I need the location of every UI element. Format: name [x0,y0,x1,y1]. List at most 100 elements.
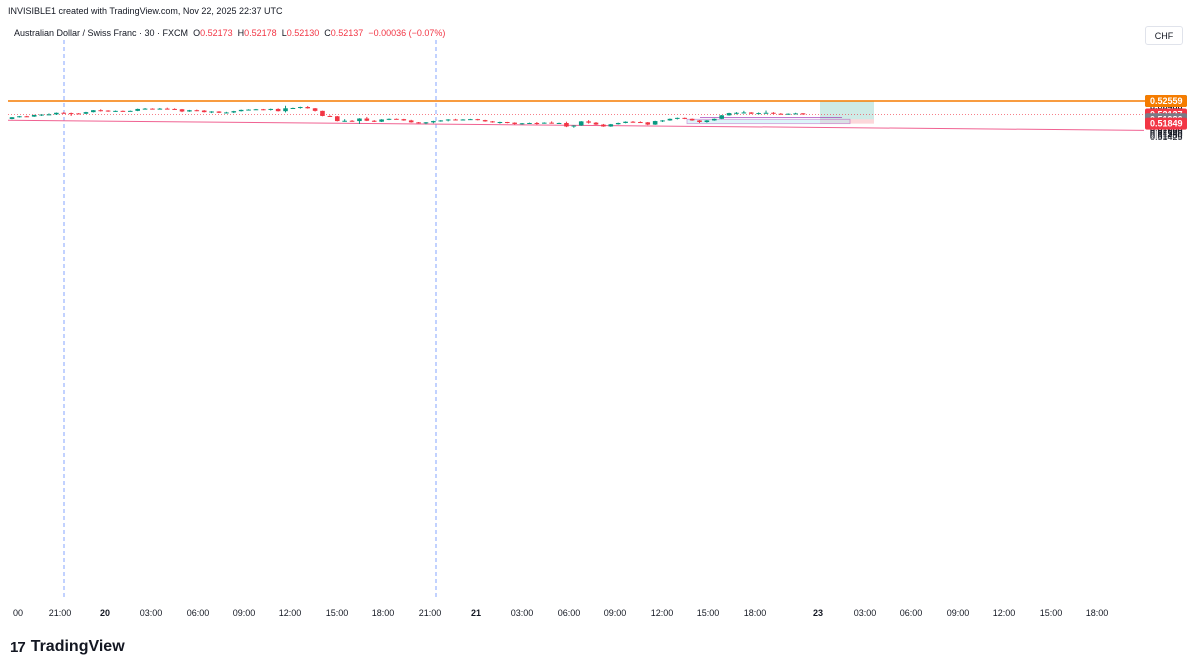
candle-body [601,124,606,127]
candle-body [763,112,769,114]
symbol-legend[interactable]: Australian Dollar / Swiss Franc · 30 · F… [14,28,445,38]
candle-body [719,115,724,119]
candle-body [209,111,214,113]
candle-body [630,121,636,123]
x-axis-tick-label: 15:00 [697,608,720,618]
currency-selector[interactable]: CHF [1145,26,1183,45]
candle-body [334,116,340,122]
candle-body [453,119,458,121]
candle-body [76,113,81,115]
open-label: O [193,28,201,38]
candle-body [468,119,473,121]
candle-body [593,122,599,125]
candle-body [268,108,274,110]
candle-body [9,117,15,119]
candle-body [46,114,52,116]
y-axis-tick-label: 0.51425 [1150,132,1183,142]
candle-body [497,122,503,124]
candle-body [534,122,540,124]
candle-body [105,110,111,112]
candle-body [246,109,251,111]
candle-body [793,113,798,115]
candle-body [549,122,554,124]
candle-body [261,109,266,111]
candle-body [179,109,185,112]
price-badge [1145,117,1187,130]
candle-body [164,108,170,110]
candle-body [711,118,717,121]
candle-body [556,122,562,124]
candle-body [135,108,140,111]
candle-body [379,119,384,122]
symbol-name: Australian Dollar / Swiss Franc · 30 · F… [14,28,189,38]
candle-body [431,121,436,123]
change-value: −0.00036 (−0.07%) [368,28,446,38]
x-axis-tick-label: 06:00 [187,608,210,618]
high-label: H [237,28,245,38]
high-value: 0.52178 [244,28,277,38]
x-axis-tick-label: 12:00 [993,608,1016,618]
x-axis-tick-label: 06:00 [900,608,923,618]
x-axis-tick-label: 00 [13,608,23,618]
candle-body [31,115,37,117]
price-badge-label: 0.51849 [1150,119,1183,129]
candle-body [512,122,517,124]
candle-body [98,110,104,112]
candle-body [748,112,754,114]
candle-body [83,112,89,114]
x-axis-tick-label: 12:00 [651,608,674,618]
demand-zone-box [686,118,851,125]
candle-body [475,119,481,121]
trend-line [7,119,1145,131]
candle-body [615,122,621,125]
x-axis-tick-label: 18:00 [372,608,395,618]
candle-body [120,110,126,112]
x-axis-tick-label: 15:00 [326,608,349,618]
candle-body [253,109,259,111]
candle-body [697,120,702,123]
x-axis-tick-label: 23 [813,608,823,618]
x-axis-tick-label: 18:00 [744,608,767,618]
candle-body [785,113,791,115]
candle-body [386,118,392,120]
tradingview-logo[interactable]: 17 TradingView [10,638,125,656]
candle-body [667,118,673,121]
candle-body [541,122,547,124]
low-label: L [281,28,287,38]
candle-body [564,122,569,127]
candle-body [571,125,577,127]
candle-body [371,120,377,122]
candle-body [320,110,325,116]
candle-body [741,112,747,114]
candle-body [416,122,421,124]
price-badge [1145,95,1187,107]
candle-body [91,110,96,113]
candle-body [756,113,761,115]
candle-body [519,123,525,125]
candle-body [357,118,362,122]
candle-body [586,121,591,123]
y-axis-tick-label: 0.51480 [1150,130,1183,140]
close-value: 0.52137 [330,28,364,38]
candle-body [660,120,665,122]
candle-body [652,121,658,125]
candle-body [505,122,510,124]
candle-body [172,108,177,110]
candle-body [283,108,288,112]
x-axis-tick-label: 03:00 [854,608,877,618]
candle-body [194,110,200,112]
candle-body [704,120,710,123]
x-axis-tick-label: 03:00 [511,608,534,618]
open-value: 0.52173 [200,28,233,38]
x-axis-tick-label: 09:00 [604,608,627,618]
candle-body [800,113,806,115]
candle-body [460,119,466,121]
candle-body [675,117,680,119]
x-axis-tick-label: 21:00 [419,608,442,618]
candle-body [113,110,118,112]
chart-credit: INVISIBLE1 created with TradingView.com,… [8,6,283,16]
x-axis-tick-label: 21:00 [49,608,72,618]
candle-body [682,117,688,119]
candle-body [734,112,739,114]
